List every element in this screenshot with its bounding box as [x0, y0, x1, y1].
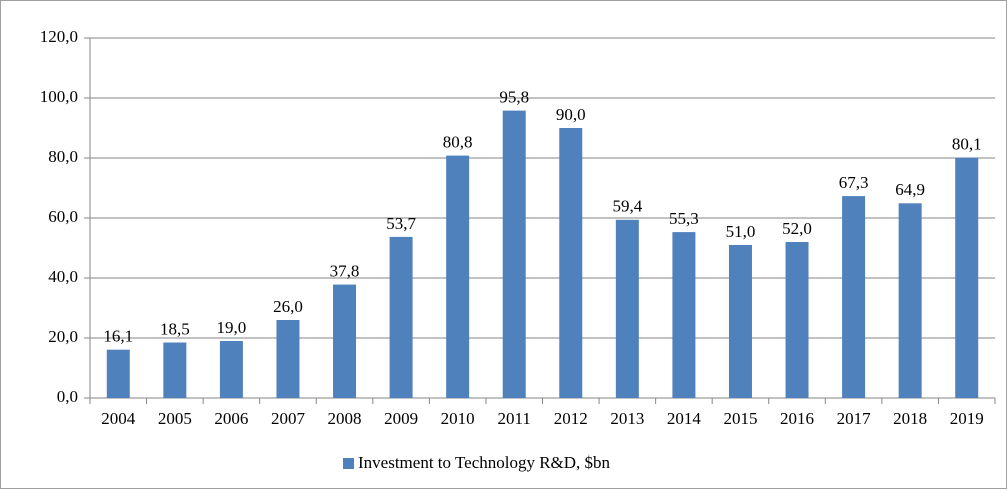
x-tick-label: 2018 [893, 409, 927, 428]
bar [502, 110, 526, 398]
x-tick-label: 2005 [158, 409, 192, 428]
bar [842, 196, 866, 398]
bar [898, 203, 922, 398]
y-tick-label: 60,0 [48, 207, 78, 226]
y-tick-label: 120,0 [40, 27, 78, 46]
x-tick-label: 2017 [837, 409, 872, 428]
data-label: 26,0 [273, 297, 303, 316]
data-label: 95,8 [499, 88, 529, 107]
data-label: 18,5 [160, 319, 190, 338]
data-label: 52,0 [782, 219, 812, 238]
data-label: 53,7 [386, 214, 416, 233]
data-label: 16,1 [103, 327, 133, 346]
x-tick-label: 2008 [328, 409, 362, 428]
bar [672, 232, 696, 398]
y-tick-label: 0,0 [57, 387, 78, 406]
bar [163, 342, 187, 398]
y-tick-label: 100,0 [40, 87, 78, 106]
legend-label: Investment to Technology R&D, $bn [358, 453, 611, 472]
x-tick-label: 2010 [441, 409, 475, 428]
bar [333, 284, 357, 398]
bar [389, 236, 413, 398]
bar [559, 128, 583, 398]
y-tick-label: 20,0 [48, 327, 78, 346]
data-label: 64,9 [895, 180, 925, 199]
data-label: 51,0 [726, 222, 756, 241]
x-tick-label: 2014 [667, 409, 702, 428]
bar [276, 320, 300, 398]
x-tick-label: 2004 [101, 409, 136, 428]
x-tick-label: 2016 [780, 409, 814, 428]
bar [728, 245, 752, 398]
bar [955, 157, 979, 398]
legend-swatch [343, 458, 354, 469]
x-tick-label: 2006 [214, 409, 248, 428]
x-tick-label: 2012 [554, 409, 588, 428]
x-tick-label: 2009 [384, 409, 418, 428]
x-tick-label: 2013 [610, 409, 644, 428]
data-label: 80,1 [952, 135, 982, 154]
bar [106, 349, 130, 398]
data-label: 37,8 [330, 262, 360, 281]
data-label: 55,3 [669, 209, 699, 228]
bar [615, 219, 639, 398]
x-tick-label: 2011 [498, 409, 531, 428]
data-label: 67,3 [839, 173, 869, 192]
y-tick-label: 80,0 [48, 147, 78, 166]
data-label: 59,4 [612, 197, 642, 216]
x-tick-label: 2015 [723, 409, 757, 428]
bar [219, 341, 243, 398]
data-label: 80,8 [443, 133, 473, 152]
x-tick-label: 2007 [271, 409, 306, 428]
bar [446, 155, 470, 398]
y-tick-label: 40,0 [48, 267, 78, 286]
data-label: 19,0 [217, 318, 247, 337]
data-label: 90,0 [556, 105, 586, 124]
bar [785, 242, 809, 398]
x-tick-label: 2019 [950, 409, 984, 428]
